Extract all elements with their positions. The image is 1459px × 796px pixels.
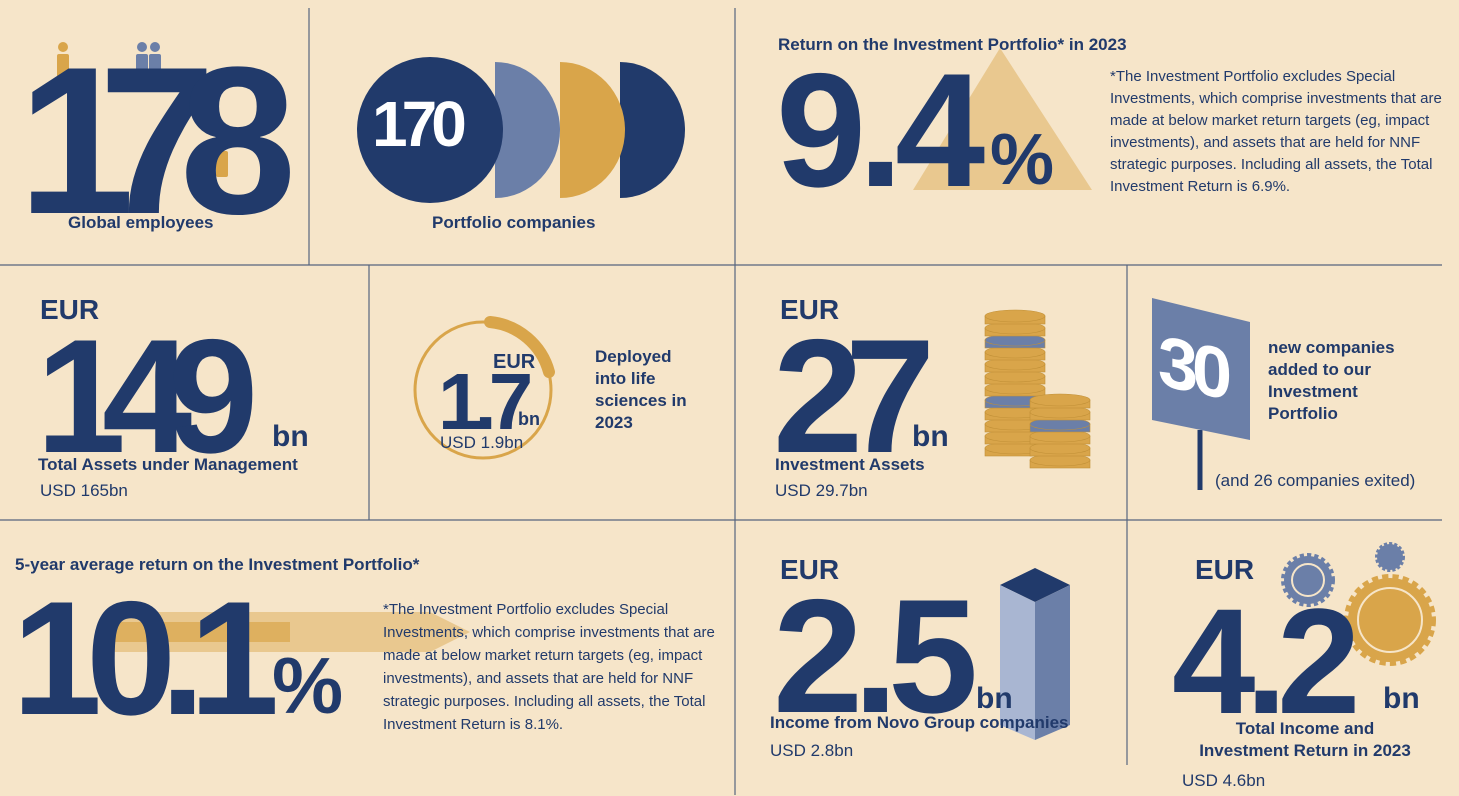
headline-number: 1.7 bbox=[438, 362, 525, 442]
footnote: *The Investment Portfolio excludes Speci… bbox=[383, 598, 723, 736]
coin bbox=[985, 310, 1045, 322]
label: Total Income and Investment Return in 20… bbox=[1190, 718, 1420, 762]
half-disc bbox=[620, 62, 685, 198]
sub-label: (and 26 companies exited) bbox=[1215, 472, 1415, 489]
label: Income from Novo Group companies bbox=[770, 714, 1069, 731]
unit: % bbox=[990, 124, 1054, 196]
unit: bn bbox=[976, 684, 1013, 714]
headline-number: 10.1 bbox=[12, 578, 263, 740]
label: Investment Assets bbox=[775, 456, 925, 473]
headline-number: 149 bbox=[36, 316, 234, 478]
half-disc bbox=[495, 62, 560, 198]
label: Deployed into life sciences in 2023 bbox=[595, 346, 690, 434]
headline-number: 4.2 bbox=[1172, 586, 1351, 736]
headline-number: 170 bbox=[372, 92, 461, 156]
unit: bn bbox=[1383, 684, 1420, 714]
label: Portfolio companies bbox=[432, 214, 595, 231]
coin-stacks bbox=[985, 310, 1090, 468]
headline-number: 9.4 bbox=[776, 50, 977, 212]
sub-label: USD 1.9bn bbox=[440, 434, 523, 451]
unit: % bbox=[272, 646, 343, 726]
sub-label: USD 29.7bn bbox=[775, 482, 868, 499]
footnote: *The Investment Portfolio excludes Speci… bbox=[1110, 66, 1445, 198]
half-disc bbox=[560, 62, 625, 198]
label: Total Assets under Management bbox=[38, 456, 298, 473]
unit: bn bbox=[272, 422, 309, 452]
label: Global employees bbox=[68, 214, 214, 231]
headline-number: 30 bbox=[1158, 325, 1226, 411]
headline-number: 27 bbox=[773, 316, 917, 478]
sub-label: USD 2.8bn bbox=[770, 742, 853, 759]
unit: bn bbox=[912, 422, 949, 452]
sub-label: USD 165bn bbox=[40, 482, 128, 499]
sub-label: USD 4.6bn bbox=[1182, 772, 1265, 789]
coin bbox=[1030, 394, 1090, 406]
infographic: 178 Global employees 170 Portfolio compa… bbox=[0, 0, 1459, 796]
unit: bn bbox=[518, 410, 540, 428]
label: new companies added to our Investment Po… bbox=[1268, 337, 1428, 425]
